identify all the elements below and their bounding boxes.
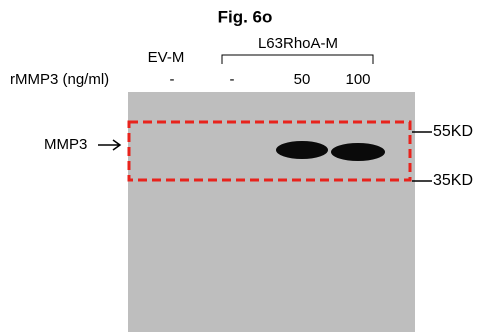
band-label: MMP3 (44, 136, 87, 153)
marker-label: 55KD (433, 123, 473, 140)
figure: Fig. 6o EV-M L63RhoA-M rMMP3 (ng/ml) - -… (0, 0, 489, 332)
dose-label: - (170, 71, 175, 88)
dose-label: - (230, 71, 235, 88)
marker-label: 35KD (433, 172, 473, 189)
dose-label: 100 (345, 71, 370, 88)
dose-label: 50 (294, 71, 311, 88)
band (331, 143, 385, 161)
band (276, 141, 328, 159)
row-label: rMMP3 (ng/ml) (10, 71, 109, 88)
group-label: EV-M (148, 49, 185, 66)
group-bracket (222, 55, 373, 64)
blot (128, 92, 415, 332)
arrow (98, 140, 120, 150)
group-label: L63RhoA-M (258, 35, 338, 52)
figure-title: Fig. 6o (218, 7, 273, 26)
